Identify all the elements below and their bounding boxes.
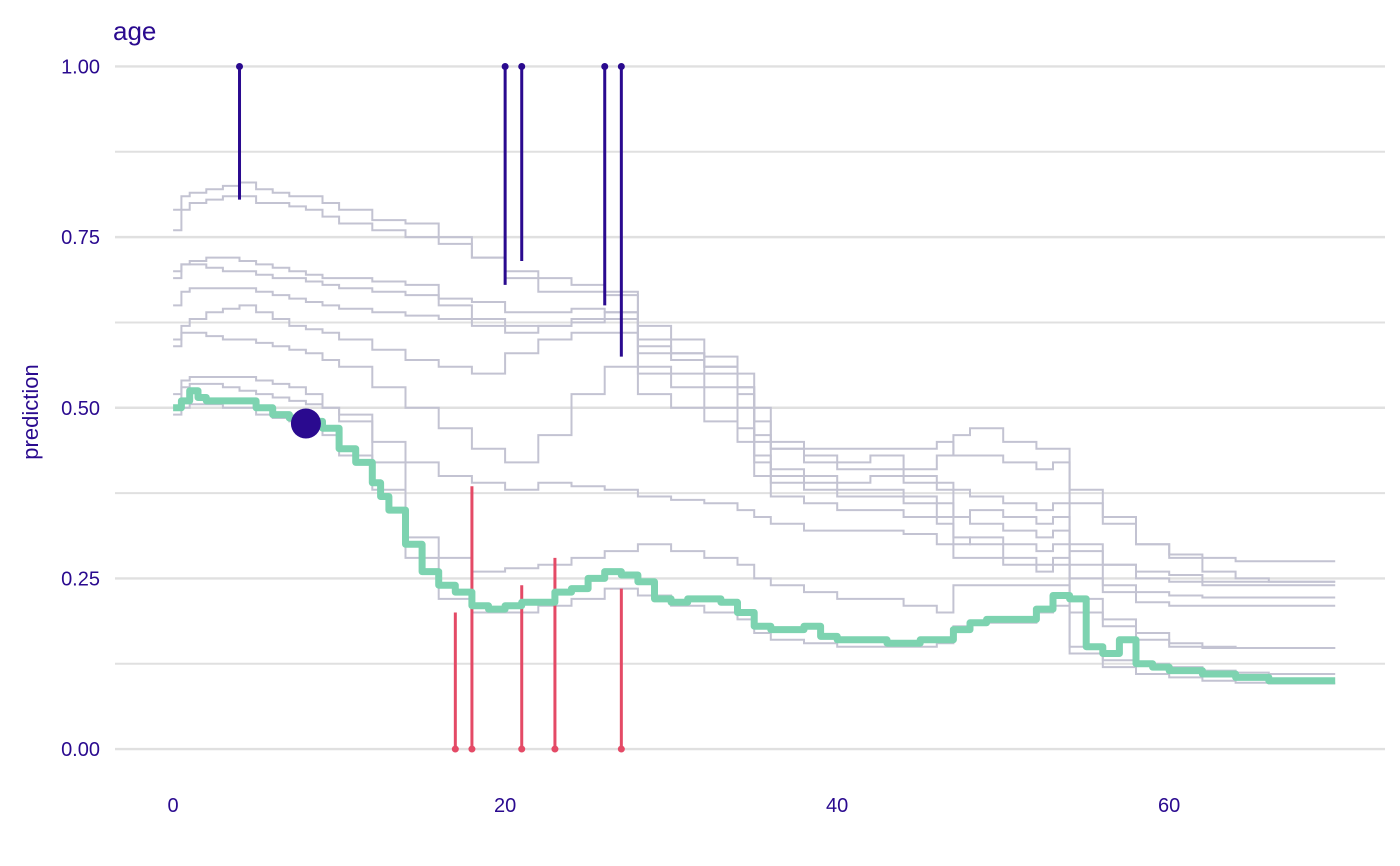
residual-endpoint <box>468 745 476 753</box>
residual-endpoint <box>601 62 609 70</box>
residual-endpoint <box>518 62 526 70</box>
y-tick-label: 0.50 <box>61 398 100 420</box>
x-tick-label: 60 <box>1158 795 1180 817</box>
residual-endpoint <box>451 745 459 753</box>
residual-endpoint <box>617 745 625 753</box>
residual-endpoint <box>236 62 244 70</box>
ice-line <box>173 256 1336 583</box>
observation-point <box>290 408 321 439</box>
ice-line <box>173 263 1336 587</box>
selected-profile <box>173 387 1336 685</box>
y-axis-title: prediction <box>18 364 43 459</box>
ice-lines <box>173 181 1336 685</box>
x-tick-label: 20 <box>494 795 516 817</box>
x-axis-tick-labels: 0 20 40 60 <box>168 795 1181 817</box>
y-tick-label: 1.00 <box>61 56 100 78</box>
residual-endpoint <box>551 745 559 753</box>
x-tick-label: 40 <box>826 795 848 817</box>
y-tick-label: 0.25 <box>61 568 100 590</box>
residual-endpoint <box>518 745 526 753</box>
ice-line <box>173 287 1336 599</box>
ice-line <box>173 181 1336 563</box>
observation-group <box>290 408 321 439</box>
y-tick-label: 0.00 <box>61 739 100 761</box>
x-tick-label: 0 <box>168 795 179 817</box>
ice-line <box>173 304 1336 607</box>
residual-endpoint <box>501 62 509 70</box>
residual-lines <box>236 62 625 753</box>
y-axis-tick-labels: 0.00 0.25 0.50 0.75 1.00 <box>61 56 100 761</box>
ice-line <box>173 376 1336 649</box>
selected-profile-line <box>173 387 1336 685</box>
residual-endpoint <box>617 62 625 70</box>
chart-title: age <box>113 16 156 46</box>
y-tick-label: 0.75 <box>61 227 100 249</box>
